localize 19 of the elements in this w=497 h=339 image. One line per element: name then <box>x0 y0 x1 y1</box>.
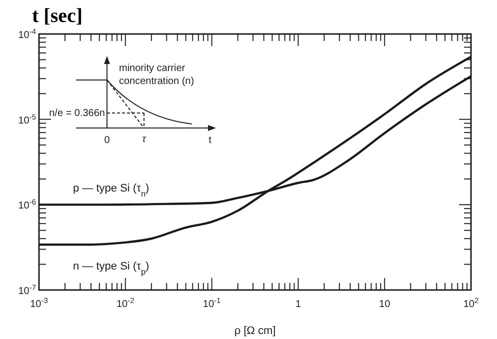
annotation: n/e = 0.366n <box>49 108 105 119</box>
series-label: n — type Si (τ$_{p}$) <box>73 260 150 276</box>
series-label: p — type Si (τ$_{n}$) <box>73 182 150 198</box>
x-tick-label: 1 <box>295 299 302 310</box>
annotation: τ <box>142 134 148 145</box>
y-tick-label: 10$^{-7}$ <box>18 282 36 297</box>
y-tick-label: 10$^{-6}$ <box>18 197 36 212</box>
annotation: minority carrier concentration (n) <box>119 63 194 87</box>
x-tick-label: 10$^{2}$ <box>463 296 479 310</box>
x-tick-label: 10$^{-1}$ <box>202 296 221 310</box>
x-tick-label: 10 <box>379 299 391 310</box>
x-tick-label: 10$^{-3}$ <box>30 296 48 310</box>
y-tick-label: 10$^{-4}$ <box>18 26 36 41</box>
annotation: 0 <box>104 135 110 146</box>
y-tick-label: 10$^{-5}$ <box>18 112 36 126</box>
x-axis-title: ρ [Ω cm] <box>234 325 276 337</box>
chart-title: t [sec] <box>32 5 83 27</box>
x-tick-label: 10$^{-2}$ <box>116 296 134 310</box>
annotation: t <box>208 135 212 146</box>
